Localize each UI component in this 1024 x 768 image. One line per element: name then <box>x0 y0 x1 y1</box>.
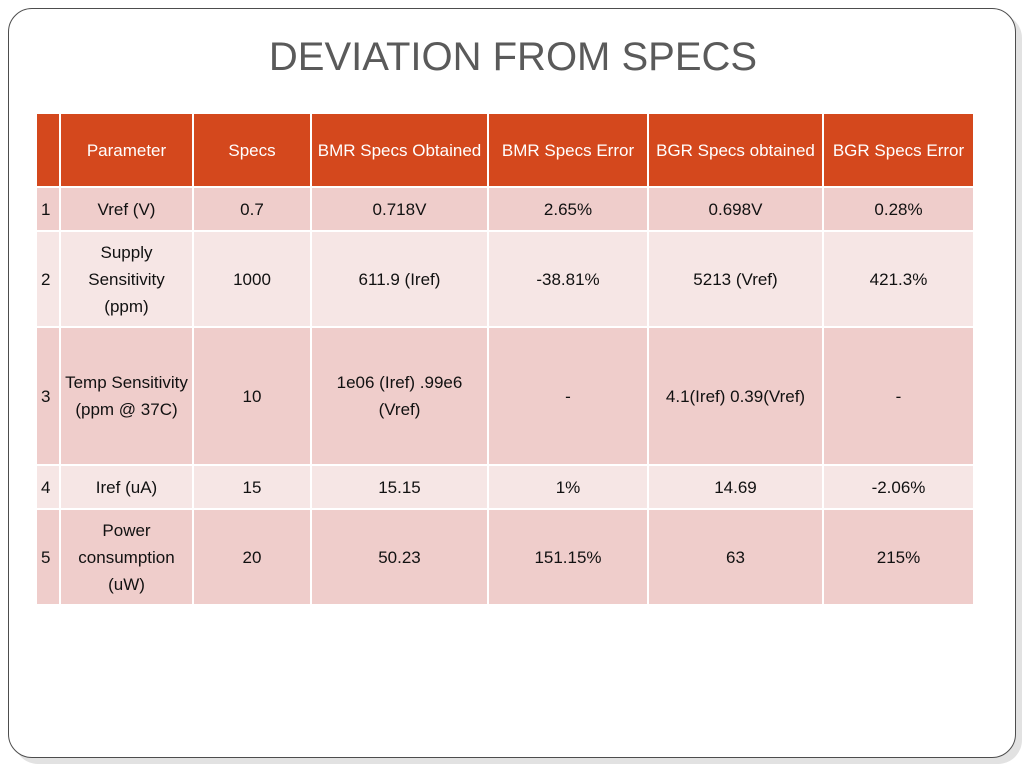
parameter-cell: Iref (uA) <box>59 464 194 510</box>
header-index <box>35 112 61 188</box>
bmr-error-cell: 151.15% <box>487 508 649 606</box>
header-bgr-obtained: BGR Specs obtained <box>647 112 824 188</box>
bgr-error-cell: -2.06% <box>822 464 975 510</box>
bmr-obtained-cell: 0.718V <box>310 186 489 232</box>
bmr-error-cell: -38.81% <box>487 230 649 328</box>
slide-frame: DEVIATION FROM SPECS Parameter Specs BMR… <box>8 8 1016 758</box>
parameter-cell: Supply Sensitivity (ppm) <box>59 230 194 328</box>
parameter-cell: Power consumption (uW) <box>59 508 194 606</box>
bgr-error-cell: 215% <box>822 508 975 606</box>
bgr-obtained-cell: 5213 (Vref) <box>647 230 824 328</box>
slide-title: DEVIATION FROM SPECS <box>268 35 758 79</box>
bmr-obtained-cell: 611.9 (Iref) <box>310 230 489 328</box>
header-bmr-error: BMR Specs Error <box>487 112 649 188</box>
row-index: 1 <box>35 186 61 232</box>
bmr-obtained-cell: 50.23 <box>310 508 489 606</box>
bgr-error-cell: 0.28% <box>822 186 975 232</box>
bmr-error-cell: 1% <box>487 464 649 510</box>
header-bgr-error: BGR Specs Error <box>822 112 975 188</box>
parameter-cell: Temp Sensitivity (ppm @ 37C) <box>59 326 194 466</box>
table-row: 3 Temp Sensitivity (ppm @ 37C) 10 1e06 (… <box>35 326 975 466</box>
bgr-obtained-cell: 4.1(Iref) 0.39(Vref) <box>647 326 824 466</box>
specs-cell: 0.7 <box>192 186 312 232</box>
table-row: 1 Vref (V) 0.7 0.718V 2.65% 0.698V 0.28% <box>35 186 975 232</box>
specs-cell: 1000 <box>192 230 312 328</box>
specs-cell: 15 <box>192 464 312 510</box>
bmr-obtained-cell: 1e06 (Iref) .99e6 (Vref) <box>310 326 489 466</box>
row-index: 4 <box>35 464 61 510</box>
specs-cell: 20 <box>192 508 312 606</box>
bgr-error-cell: - <box>822 326 975 466</box>
table-row: 4 Iref (uA) 15 15.15 1% 14.69 -2.06% <box>35 464 975 510</box>
bmr-error-cell: 2.65% <box>487 186 649 232</box>
bmr-error-cell: - <box>487 326 649 466</box>
row-index: 3 <box>35 326 61 466</box>
row-index: 5 <box>35 508 61 606</box>
header-row: Parameter Specs BMR Specs Obtained BMR S… <box>35 112 975 188</box>
table-row: 2 Supply Sensitivity (ppm) 1000 611.9 (I… <box>35 230 975 328</box>
specs-cell: 10 <box>192 326 312 466</box>
parameter-cell: Vref (V) <box>59 186 194 232</box>
bgr-obtained-cell: 63 <box>647 508 824 606</box>
row-index: 2 <box>35 230 61 328</box>
bgr-error-cell: 421.3% <box>822 230 975 328</box>
table-row: 5 Power consumption (uW) 20 50.23 151.15… <box>35 508 975 606</box>
specs-table: Parameter Specs BMR Specs Obtained BMR S… <box>35 112 975 606</box>
header-bmr-obtained: BMR Specs Obtained <box>310 112 489 188</box>
header-parameter: Parameter <box>59 112 194 188</box>
bmr-obtained-cell: 15.15 <box>310 464 489 510</box>
bgr-obtained-cell: 14.69 <box>647 464 824 510</box>
bgr-obtained-cell: 0.698V <box>647 186 824 232</box>
header-specs: Specs <box>192 112 312 188</box>
